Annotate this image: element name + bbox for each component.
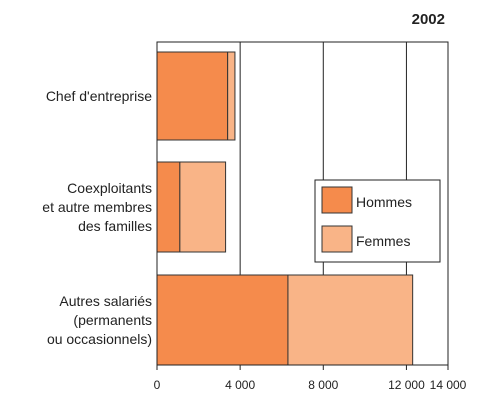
bar [156, 161, 181, 253]
plot-frame [156, 41, 449, 366]
x-tick-label: 8 000 [308, 378, 338, 392]
x-tick-label: 4 000 [225, 378, 255, 392]
legend-swatch [321, 225, 353, 253]
legend-label: Hommes [356, 194, 412, 210]
category-label: Coexploitants et autre membres des famil… [42, 179, 152, 234]
category-label: Autres salariés (permanents ou occasionn… [46, 292, 152, 347]
bar [156, 274, 289, 366]
category-label: Chef d'entreprise [45, 87, 152, 104]
legend-label: Femmes [356, 233, 410, 249]
bar [287, 274, 414, 366]
chart-title: 2002 [412, 11, 445, 28]
x-tick-label: 12 000 [388, 378, 425, 392]
bar [227, 51, 236, 141]
bar [179, 161, 227, 253]
x-tick-label: 0 [154, 378, 161, 392]
x-tick-label: 14 000 [430, 378, 467, 392]
bar [156, 51, 229, 141]
legend-swatch [321, 186, 353, 214]
